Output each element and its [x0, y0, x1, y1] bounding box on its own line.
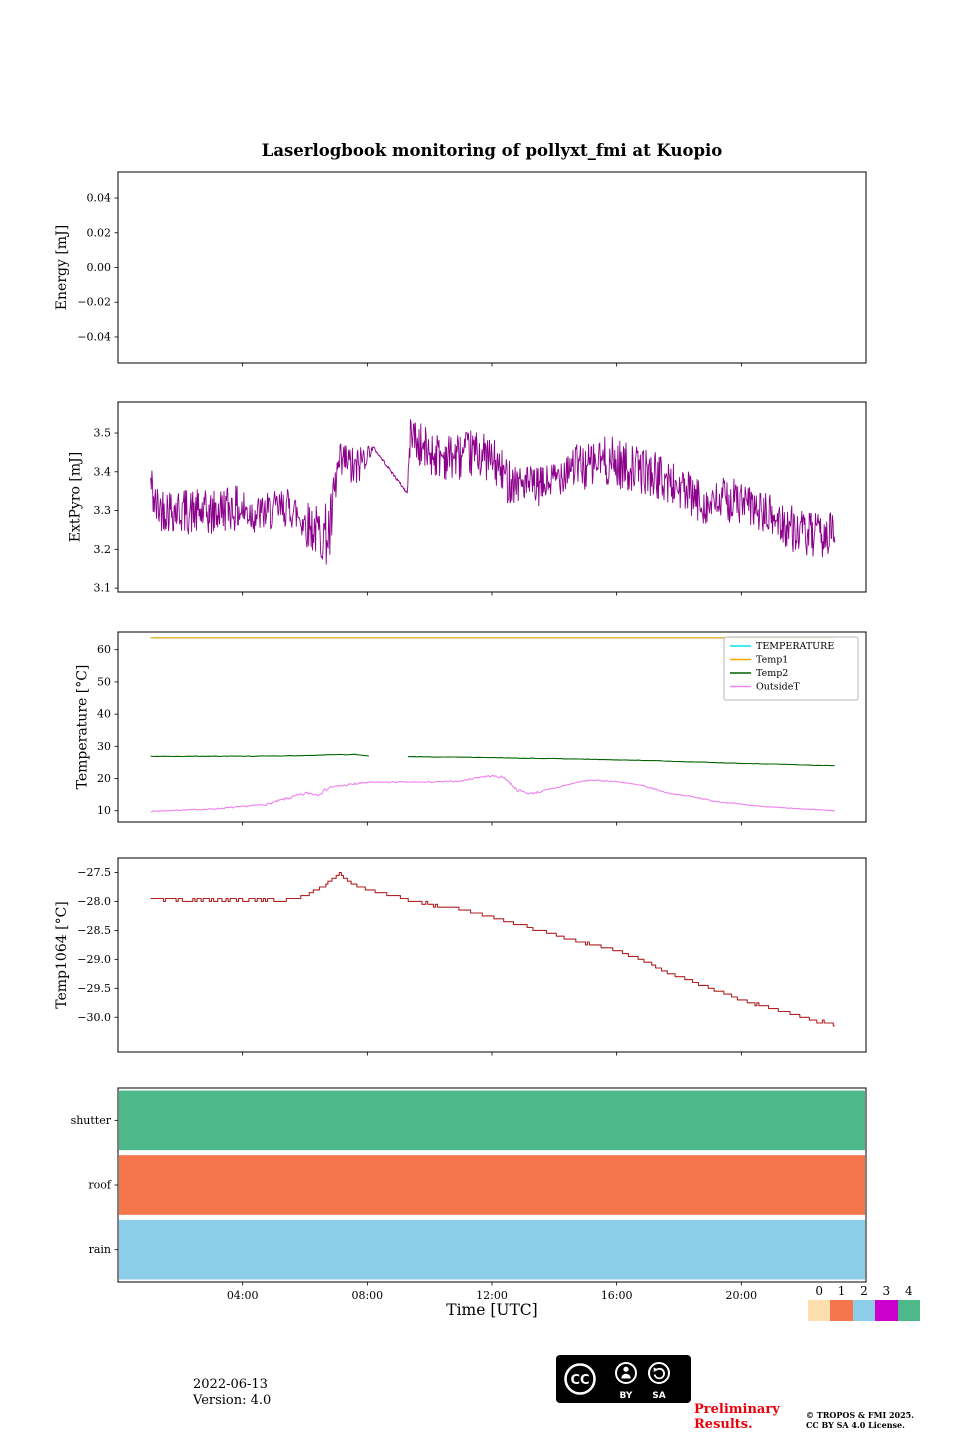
svg-text:Energy [mJ]: Energy [mJ] — [54, 225, 70, 310]
colorbar-tick-label: 3 — [882, 1284, 891, 1298]
share-alike-arrowhead — [653, 1367, 658, 1372]
extpyro-plot: 3.1 3.2 3.3 3.4 3.5 ExtPyro [mJ] — [68, 401, 867, 596]
svg-text:3.5: 3.5 — [94, 427, 112, 440]
attribution-person-body — [621, 1373, 631, 1379]
svg-text:ExtPyro [mJ]: ExtPyro [mJ] — [68, 452, 84, 542]
colorbar-segment — [808, 1300, 831, 1321]
svg-text:shutter: shutter — [71, 1114, 112, 1127]
svg-text:0.02: 0.02 — [87, 226, 112, 239]
temp1064-plot: −30.0 −29.5 −29.0 −28.5 −28.0 −27.5 Temp1064 [… — [54, 857, 867, 1056]
colorbar-segment — [875, 1300, 898, 1321]
svg-text:3.1: 3.1 — [94, 582, 112, 595]
preliminary-results-note: Preliminary Results. — [694, 1402, 780, 1432]
cc-by-label: BY — [620, 1391, 633, 1401]
colorbar-tick-label: 0 — [815, 1284, 824, 1298]
svg-text:roof: roof — [88, 1179, 112, 1192]
footer-date-version: 2022-06-13 Version: 4.0 — [193, 1377, 271, 1409]
svg-text:TEMPERATURE: TEMPERATURE — [756, 641, 834, 652]
colorbar-tick-label: 4 — [904, 1284, 913, 1298]
footer-version: Version: 4.0 — [193, 1393, 272, 1408]
svg-text:−28.5: −28.5 — [77, 924, 111, 937]
colorbar-segments — [808, 1300, 920, 1321]
colorbar-segment — [830, 1300, 853, 1321]
svg-text:20: 20 — [97, 772, 111, 785]
svg-text:04:00: 04:00 — [227, 1289, 259, 1302]
attribution-person-icon — [615, 1362, 637, 1384]
share-alike-icon — [648, 1362, 670, 1384]
svg-text:0.00: 0.00 — [87, 261, 112, 274]
svg-text:30: 30 — [97, 740, 111, 753]
svg-text:Temp2: Temp2 — [756, 668, 788, 679]
svg-text:60: 60 — [97, 643, 111, 656]
svg-text:50: 50 — [97, 675, 111, 688]
copyright-line1: © TROPOS & FMI 2025. — [806, 1410, 915, 1420]
svg-text:08:00: 08:00 — [351, 1289, 383, 1302]
temperature-plot: 10 20 30 40 50 60 Temperature [°C] TEMPERATURE T… — [74, 631, 867, 826]
cc-sa-label: SA — [652, 1391, 665, 1401]
svg-text:−30.0: −30.0 — [77, 1011, 111, 1024]
colorbar-tick-label: 2 — [860, 1284, 868, 1298]
preliminary-line1: Preliminary — [694, 1402, 780, 1417]
svg-text:−28.0: −28.0 — [77, 895, 111, 908]
svg-text:rain: rain — [89, 1243, 111, 1256]
svg-text:−29.0: −29.0 — [77, 953, 111, 966]
svg-text:16:00: 16:00 — [601, 1289, 633, 1302]
cc-logo-text: CC — [570, 1373, 589, 1388]
svg-text:Temp1: Temp1 — [756, 655, 788, 666]
svg-text:−0.02: −0.02 — [77, 296, 111, 309]
svg-text:3.4: 3.4 — [94, 465, 112, 478]
svg-text:Temperature [°C]: Temperature [°C] — [74, 665, 90, 790]
attribution-person-head — [623, 1366, 629, 1372]
energy-plot: −0.04 −0.02 0.00 0.02 0.04 Energy [mJ] — [54, 171, 867, 367]
svg-text:−27.5: −27.5 — [77, 866, 111, 879]
status-plot: 04:00 08:00 12:00 16:00 20:00 shutter roof rain — [71, 1087, 867, 1302]
colorbar-segment — [897, 1300, 920, 1321]
svg-text:3.3: 3.3 — [94, 504, 112, 517]
copyright-line2: CC BY SA 4.0 License. — [806, 1420, 905, 1430]
svg-text:OutsideT: OutsideT — [756, 682, 800, 693]
preliminary-line2: Results. — [694, 1417, 753, 1432]
svg-text:0.04: 0.04 — [87, 192, 112, 205]
colorbar-segment — [852, 1300, 876, 1321]
x-axis-label: Time [UTC] — [446, 1301, 538, 1319]
cc-logo-icon — [564, 1363, 596, 1395]
figure-title: Laserlogbook monitoring of pollyxt_fmi a… — [261, 141, 723, 160]
footer-date: 2022-06-13 — [193, 1377, 268, 1392]
svg-text:12:00: 12:00 — [476, 1289, 508, 1302]
svg-text:−0.04: −0.04 — [77, 330, 111, 343]
share-alike-arrow — [653, 1367, 665, 1380]
svg-text:20:00: 20:00 — [725, 1289, 757, 1302]
svg-text:40: 40 — [97, 708, 111, 721]
svg-text:3.2: 3.2 — [94, 543, 112, 556]
copyright-note: © TROPOS & FMI 2025. CC BY SA 4.0 Licens… — [806, 1410, 914, 1430]
svg-text:10: 10 — [97, 804, 111, 817]
cc-license-badge: CC BY SA — [556, 1355, 691, 1403]
svg-text:Temp1064 [°C]: Temp1064 [°C] — [54, 901, 70, 1009]
svg-text:−29.5: −29.5 — [77, 982, 111, 995]
colorbar-tick-label: 1 — [837, 1284, 846, 1298]
